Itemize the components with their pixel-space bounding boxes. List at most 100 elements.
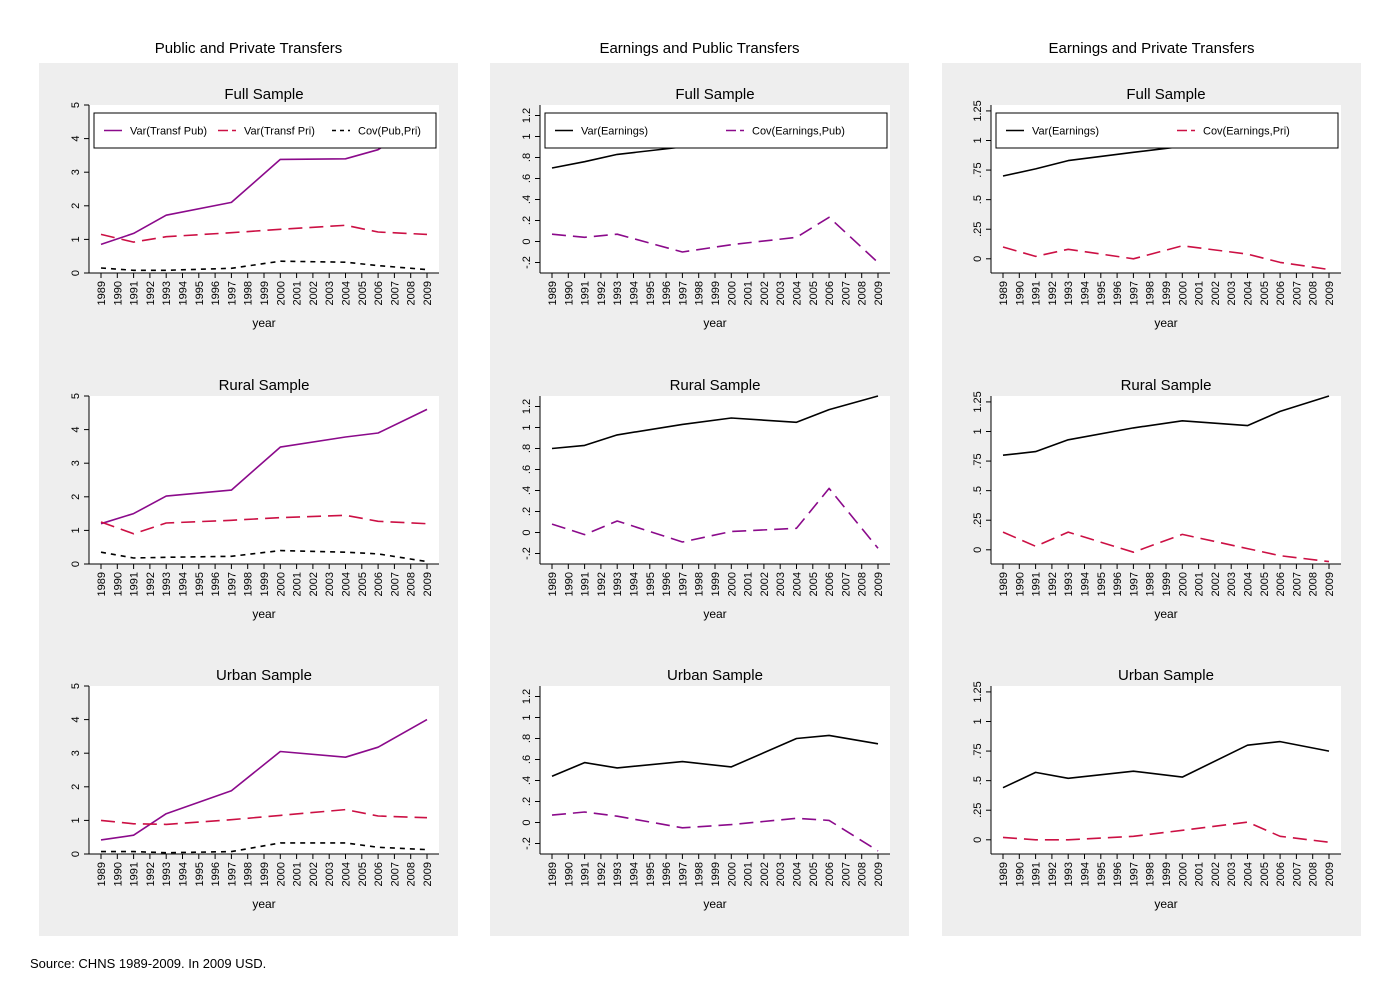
series-line	[1002, 245, 1330, 271]
x-axis-label: year	[1154, 607, 1177, 621]
x-tick-label: 1989	[998, 862, 1010, 886]
x-tick-label: 2005	[808, 572, 820, 596]
x-tick-label: 2009	[1324, 572, 1336, 596]
plot-area	[991, 396, 1341, 564]
series-line	[1002, 395, 1330, 456]
y-tick-label: 4	[70, 136, 82, 142]
x-tick-label: 1997	[226, 572, 238, 596]
x-tick-label: 2001	[1194, 862, 1206, 886]
x-tick-label: 2001	[743, 281, 755, 305]
x-tick-label: 1996	[661, 572, 673, 596]
x-tick-label: 2002	[1210, 572, 1222, 596]
x-tick-label: 2003	[324, 572, 336, 596]
y-tick-label: 0	[521, 819, 533, 825]
legend-label: Var(Earnings)	[1032, 126, 1099, 138]
x-tick-label: 1998	[243, 862, 255, 886]
x-tick-label: 1992	[1047, 572, 1059, 596]
x-tick-label: 1999	[1161, 572, 1173, 596]
panel-title: Rural Sample	[219, 377, 310, 394]
x-tick-label: 1989	[547, 862, 559, 886]
panel-title: Full Sample	[224, 86, 303, 103]
y-tick-label: .4	[521, 486, 533, 495]
x-tick-label: 1997	[226, 281, 238, 305]
x-tick-label: 2002	[308, 862, 320, 886]
x-axis-label: year	[252, 316, 275, 330]
x-tick-label: 1996	[210, 572, 222, 596]
y-tick-label: .8	[521, 734, 533, 743]
x-tick-label: 2005	[1259, 281, 1271, 305]
y-tick-label: 0	[521, 529, 533, 535]
y-tick-label: 0	[972, 256, 984, 262]
x-tick-label: 2001	[1194, 281, 1206, 305]
x-tick-label: 1991	[580, 862, 592, 886]
x-tick-label: 2002	[308, 572, 320, 596]
x-tick-label: 1991	[1031, 281, 1043, 305]
x-tick-label: 2005	[808, 281, 820, 305]
x-tick-label: 1997	[1128, 572, 1140, 596]
x-tick-label: 1997	[1128, 862, 1140, 886]
y-tick-label: 1.2	[521, 399, 533, 414]
x-tick-label: 2001	[292, 862, 304, 886]
x-tick-label: 2000	[726, 281, 738, 305]
x-tick-label: 1991	[129, 281, 141, 305]
x-tick-label: 2006	[373, 572, 385, 596]
x-tick-label: 2004	[341, 572, 353, 596]
x-tick-label: 1993	[161, 572, 173, 596]
x-tick-label: 2008	[406, 281, 418, 305]
y-tick-label: 2	[70, 784, 82, 790]
x-tick-label: 1994	[629, 862, 641, 886]
x-tick-label: 1993	[612, 281, 624, 305]
x-tick-label: 1992	[1047, 862, 1059, 886]
x-tick-label: 2004	[1243, 281, 1255, 305]
x-tick-label: 2003	[1226, 281, 1238, 305]
x-tick-label: 2009	[422, 572, 434, 596]
x-tick-label: 2001	[743, 862, 755, 886]
x-tick-label: 2009	[1324, 862, 1336, 886]
x-tick-label: 1996	[1112, 281, 1124, 305]
x-tick-label: 1993	[612, 572, 624, 596]
x-tick-label: 2006	[373, 281, 385, 305]
x-tick-label: 1995	[194, 862, 206, 886]
series-line	[551, 216, 879, 264]
x-tick-label: 1991	[1031, 572, 1043, 596]
x-tick-label: 1989	[547, 281, 559, 305]
x-tick-label: 2001	[1194, 572, 1206, 596]
x-tick-label: 2000	[726, 862, 738, 886]
legend-box	[93, 112, 437, 149]
x-axis-label: year	[703, 316, 726, 330]
x-tick-label: 1994	[178, 572, 190, 596]
x-tick-label: 1995	[1096, 572, 1108, 596]
y-tick-label: 1.25	[972, 100, 984, 121]
panel-title: Full Sample	[675, 86, 754, 103]
x-tick-label: 1990	[563, 281, 575, 305]
x-tick-label: 1990	[563, 572, 575, 596]
x-tick-label: 2007	[840, 572, 852, 596]
y-tick-label: .6	[521, 755, 533, 764]
x-tick-label: 2001	[292, 572, 304, 596]
legend-box	[995, 112, 1339, 149]
x-tick-label: 1995	[645, 572, 657, 596]
plot-area	[991, 686, 1341, 854]
x-tick-label: 2009	[873, 572, 885, 596]
series-line	[100, 117, 428, 246]
y-tick-label: 0	[70, 851, 82, 857]
y-tick-label: 1	[521, 133, 533, 139]
x-tick-label: 2004	[792, 862, 804, 886]
y-tick-label: 0	[972, 837, 984, 843]
x-tick-label: 1999	[259, 572, 271, 596]
x-tick-label: 2001	[292, 281, 304, 305]
x-tick-label: 2002	[1210, 281, 1222, 305]
x-tick-label: 1990	[112, 281, 124, 305]
x-tick-label: 1993	[1063, 862, 1075, 886]
column-title-public-private: Public and Private Transfers	[154, 40, 343, 57]
y-tick-label: .5	[972, 195, 984, 204]
x-tick-label: 2009	[873, 862, 885, 886]
x-tick-label: 2005	[357, 572, 369, 596]
x-tick-label: 1993	[1063, 572, 1075, 596]
x-tick-label: 2008	[406, 572, 418, 596]
x-tick-label: 1998	[243, 572, 255, 596]
x-tick-label: 1995	[645, 862, 657, 886]
x-tick-label: 2001	[743, 572, 755, 596]
x-tick-label: 2009	[1324, 281, 1336, 305]
